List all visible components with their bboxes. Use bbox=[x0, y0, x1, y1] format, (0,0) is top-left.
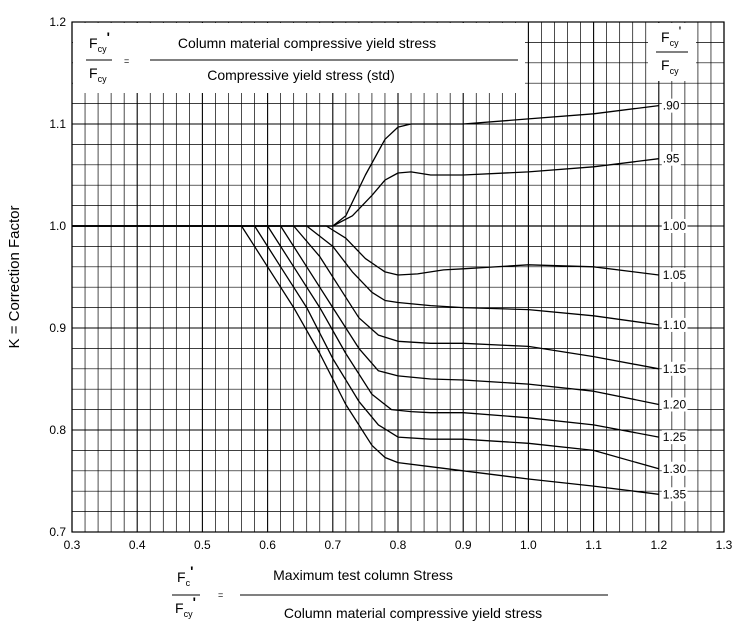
bdef-rhs-den: Column material compressive yield stress bbox=[284, 605, 542, 621]
y-tick-label: 0.8 bbox=[49, 423, 66, 437]
x-tick-label: 1.3 bbox=[716, 538, 733, 552]
svg-text:Fcy: Fcy bbox=[89, 65, 107, 84]
series-line-1.30 bbox=[72, 225, 659, 470]
bdef-lhs-den: F bbox=[175, 600, 184, 616]
x-tick-label: 0.5 bbox=[194, 538, 211, 552]
curve-labels: .90 .95 1.00 1.05 1.10 1.15 1.20 1.25 1.30 1.35 bbox=[661, 98, 688, 502]
series-label-bg bbox=[661, 461, 688, 476]
bdef-lhs-num-mark: ' bbox=[190, 563, 193, 579]
series-label-1.00: 1.00 bbox=[663, 219, 687, 233]
svg-text:Fcy': Fcy' bbox=[89, 29, 110, 54]
bdef-lhs-den-sub: cy bbox=[184, 609, 194, 619]
y-tick-label: 0.9 bbox=[49, 321, 66, 335]
x-tick-label: 1.1 bbox=[585, 538, 602, 552]
series-line-1.25 bbox=[72, 225, 659, 438]
x-tick-label: 0.4 bbox=[129, 538, 146, 552]
series-label-.95: .95 bbox=[663, 152, 680, 166]
bdef-lhs-num: F bbox=[177, 569, 186, 585]
ratio-den: F bbox=[661, 57, 670, 73]
series-label-bg bbox=[661, 361, 688, 376]
def-lhs-num: F bbox=[89, 35, 98, 51]
series-line-1.15 bbox=[72, 225, 659, 370]
series-label-1.20: 1.20 bbox=[663, 398, 687, 412]
def-lhs-den-sub: cy bbox=[98, 74, 108, 84]
y-tick-label: 1.2 bbox=[49, 15, 66, 29]
series-label-1.30: 1.30 bbox=[663, 462, 687, 476]
x-tick-label: 0.9 bbox=[455, 538, 472, 552]
x-tick-label: 0.8 bbox=[390, 538, 407, 552]
series-label-1.10: 1.10 bbox=[663, 318, 687, 332]
definition-bottom: Fc' Fcy' = Maximum test column Stress Co… bbox=[172, 563, 608, 621]
series-label-1.25: 1.25 bbox=[663, 430, 687, 444]
ratio-den-sub: cy bbox=[670, 66, 680, 76]
series-label-bg bbox=[661, 267, 688, 282]
svg-text:Fcy': Fcy' bbox=[661, 23, 681, 48]
svg-text:Fcy: Fcy bbox=[661, 57, 679, 76]
y-tick-label: 1.0 bbox=[49, 219, 66, 233]
ratio-header: Fcy' Fcy bbox=[656, 23, 688, 76]
x-tick-label: 1.2 bbox=[650, 538, 667, 552]
curves bbox=[72, 104, 659, 495]
y-axis-label: K = Correction Factor bbox=[6, 206, 23, 349]
series-label-bg bbox=[661, 430, 688, 445]
y-tick-label: 0.7 bbox=[49, 525, 66, 539]
series-line-1.20 bbox=[72, 225, 659, 406]
svg-text:Fc': Fc' bbox=[177, 563, 193, 588]
ratio-num-sub: cy bbox=[670, 38, 680, 48]
series-label-bg bbox=[661, 219, 688, 233]
grid bbox=[71, 21, 725, 533]
ratio-num-mark: ' bbox=[679, 23, 682, 39]
series-label-bg bbox=[661, 397, 688, 412]
definition-top: Fcy' Fcy = Column material compressive y… bbox=[86, 29, 518, 84]
tick-labels: 0.3 0.4 0.5 0.6 0.7 0.8 0.9 1.0 1.1 1.2 1.3 0.7 0.8 0… bbox=[49, 15, 732, 552]
series-label-bg bbox=[661, 317, 688, 332]
def-lhs-den: F bbox=[89, 65, 98, 81]
bdef-lhs-den-mark: ' bbox=[193, 594, 196, 610]
series-label-1.05: 1.05 bbox=[663, 268, 687, 282]
def-rhs-num: Column material compressive yield stress bbox=[178, 35, 436, 51]
def-rhs-den: Compressive yield stress (std) bbox=[207, 67, 395, 83]
ratio-num: F bbox=[661, 29, 670, 45]
series-line-1.05 bbox=[72, 225, 659, 276]
x-tick-label: 0.7 bbox=[324, 538, 341, 552]
series-line-1.35 bbox=[72, 225, 659, 495]
series-label-bg bbox=[661, 151, 681, 166]
x-tick-label: 1.0 bbox=[520, 538, 537, 552]
series-label-.90: .90 bbox=[663, 99, 680, 113]
definition-box bbox=[73, 23, 525, 93]
def-lhs-num-mark: ' bbox=[107, 29, 110, 45]
series-line-1.10 bbox=[72, 225, 659, 326]
def-lhs-num-sub: cy bbox=[98, 44, 108, 54]
series-label-bg bbox=[661, 98, 681, 113]
y-tick-label: 1.1 bbox=[49, 117, 66, 131]
plot-frame bbox=[71, 21, 725, 533]
series-line-.95 bbox=[72, 158, 659, 227]
bdef-rhs-num: Maximum test column Stress bbox=[273, 567, 453, 583]
bdef-lhs-num-sub: c bbox=[186, 578, 191, 588]
series-label-bg bbox=[661, 487, 688, 502]
def-equals: = bbox=[124, 56, 129, 66]
series-line-.90 bbox=[72, 104, 659, 227]
svg-text:Fcy': Fcy' bbox=[175, 594, 196, 619]
series-label-1.15: 1.15 bbox=[663, 362, 687, 376]
bdef-equals: = bbox=[218, 590, 223, 600]
x-tick-label: 0.6 bbox=[259, 538, 276, 552]
series-label-1.35: 1.35 bbox=[663, 487, 687, 501]
x-tick-label: 0.3 bbox=[64, 538, 81, 552]
